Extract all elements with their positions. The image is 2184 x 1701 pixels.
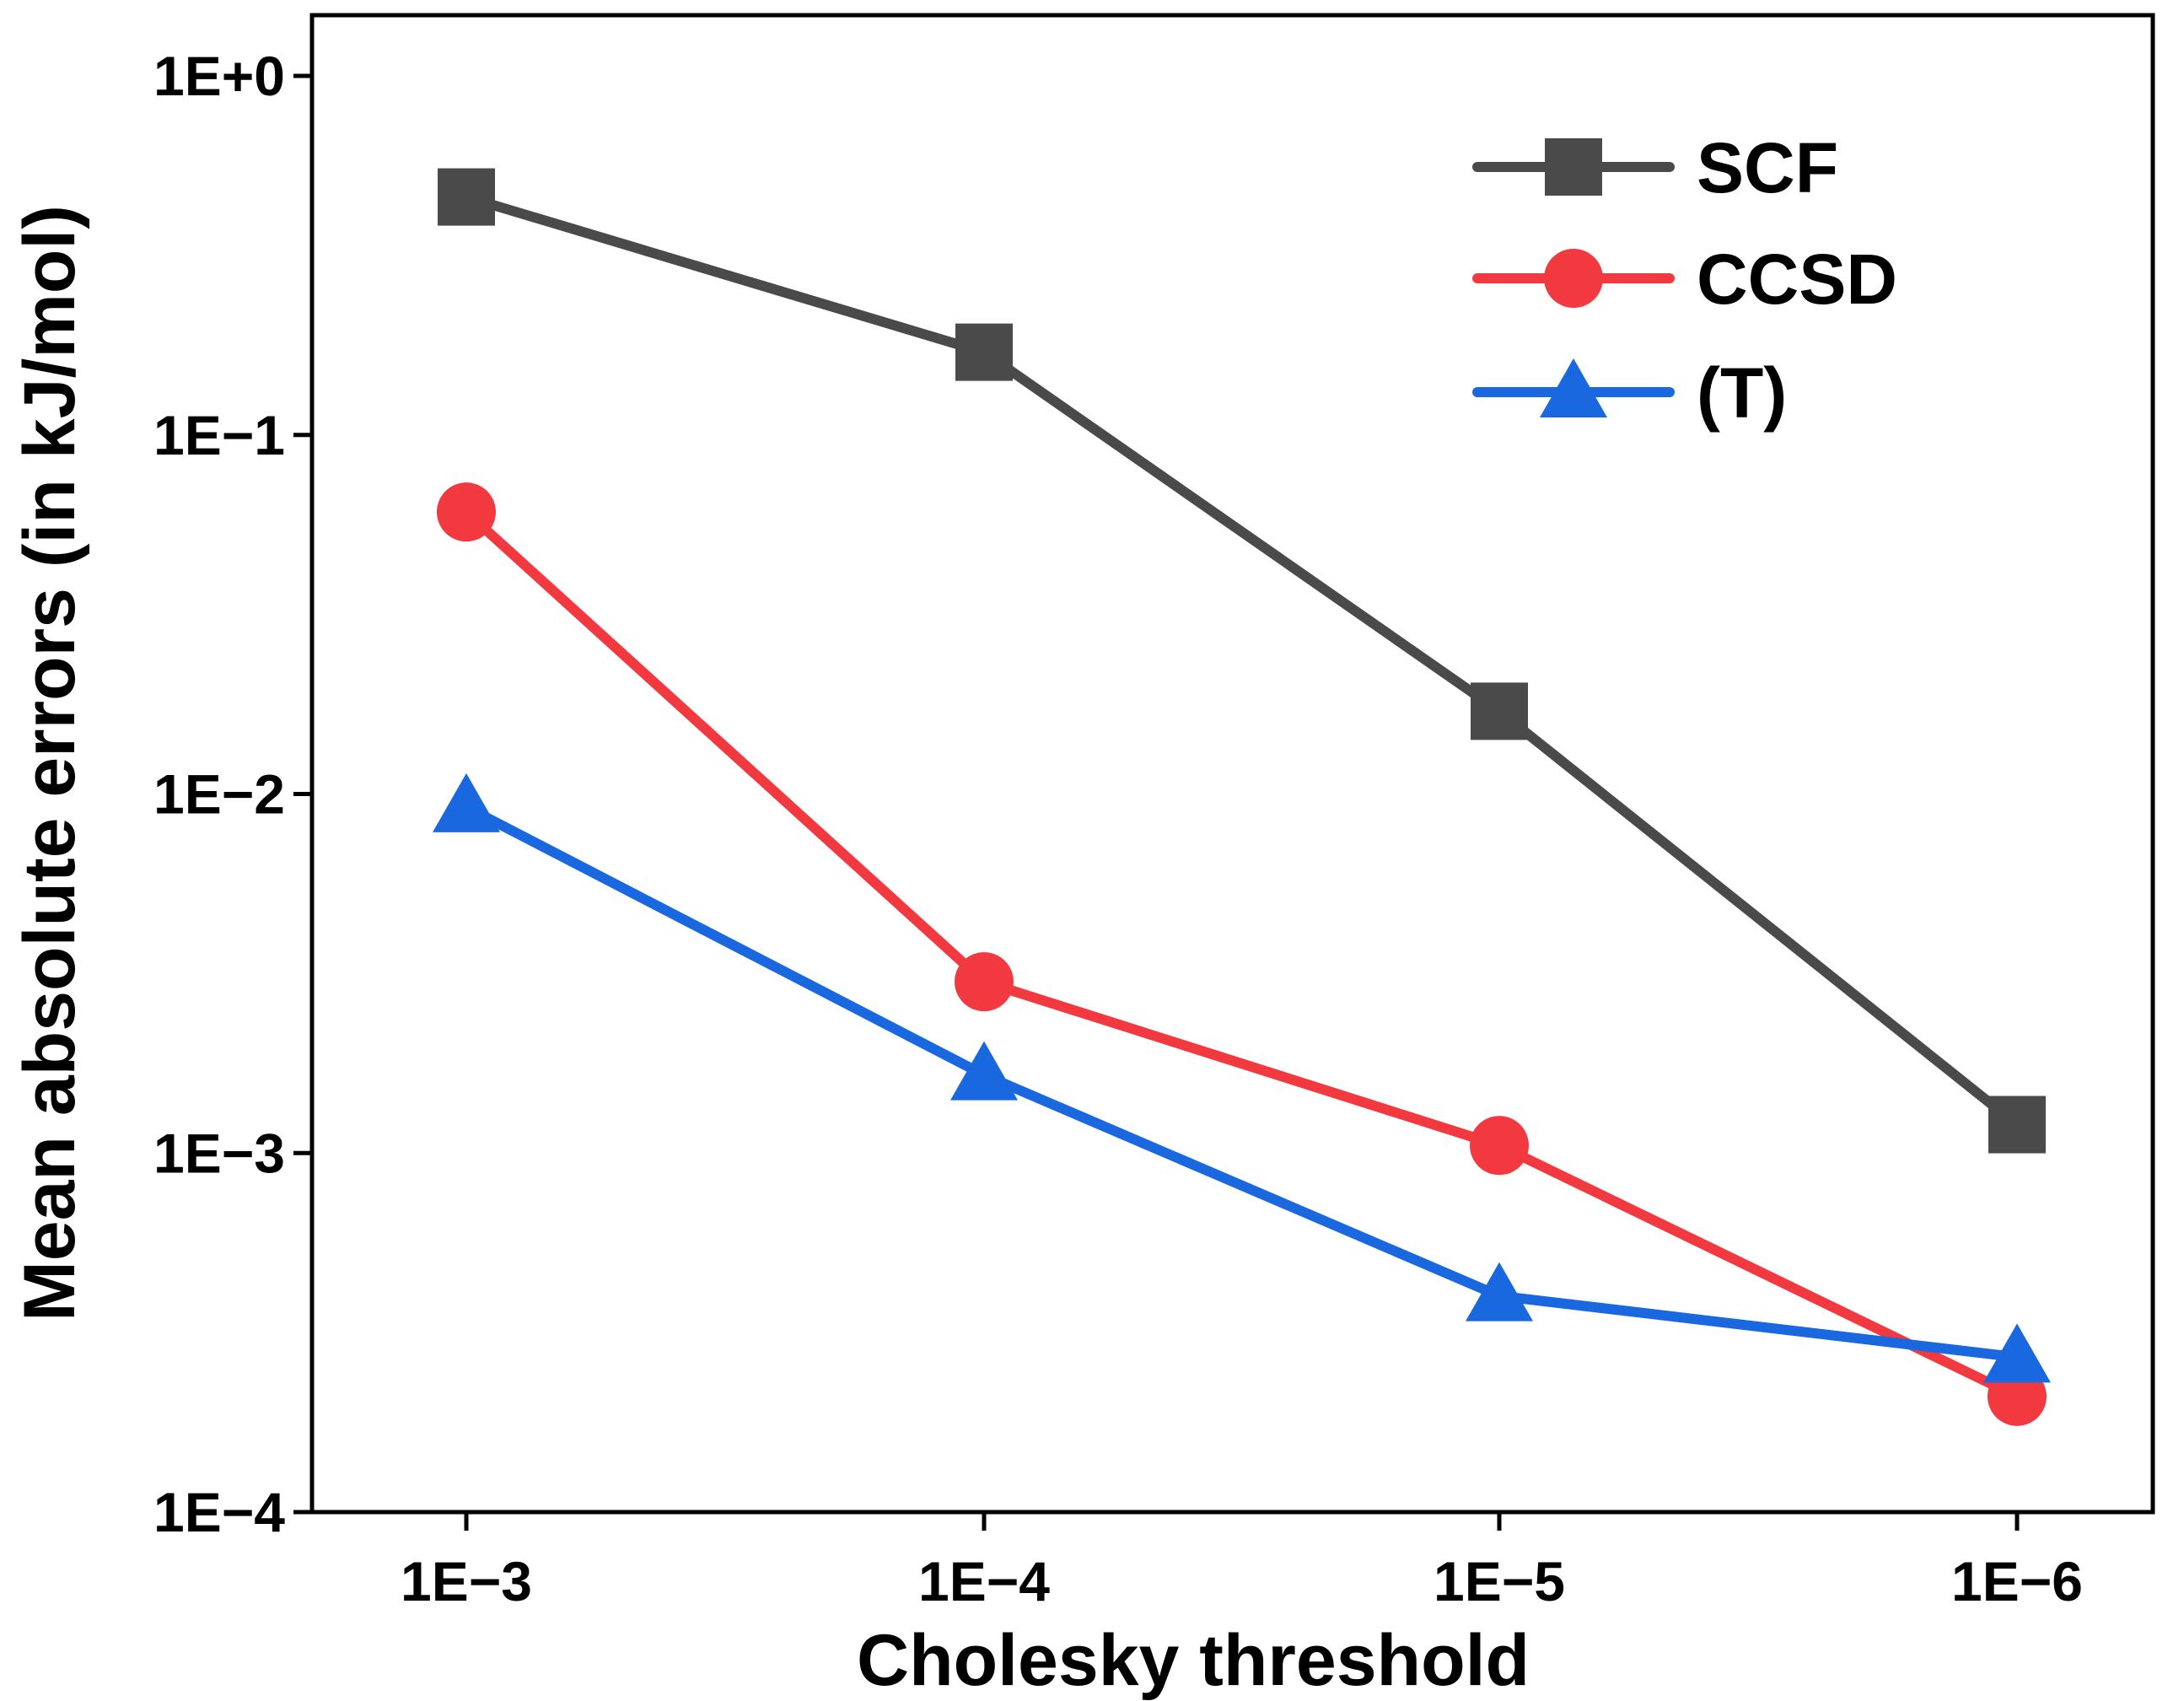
data-point-ccsd	[955, 952, 1014, 1012]
legend-label: SCF	[1697, 128, 1838, 207]
axes-layer: 1E+0 1E−1 1E−2 1E−3 1E−4 1E−3 1E−4 1E−5 1E−6	[153, 13, 2155, 1612]
series-line-scf	[461, 191, 2022, 1130]
series-line-t	[461, 801, 2022, 1363]
x-tick-label: 1E−6	[1951, 1550, 2083, 1612]
data-point-t	[1983, 1323, 2051, 1383]
legend-marker-circle	[1544, 249, 1603, 308]
legend-marker-triangle	[1540, 358, 1607, 417]
data-point-scf	[1471, 682, 1528, 740]
data-point-scf	[1988, 1095, 2046, 1154]
data-point-scf	[955, 323, 1013, 381]
legend-marker-square	[1545, 138, 1602, 196]
data-point-scf	[438, 168, 495, 226]
x-tick-label: 1E−3	[401, 1550, 532, 1612]
data-point-ccsd	[437, 482, 496, 542]
data-point-t	[433, 772, 500, 832]
x-tick-label: 1E−4	[918, 1550, 1050, 1612]
y-tick-label: 1E−2	[153, 763, 285, 826]
series-line-ccsd	[461, 507, 2022, 1402]
legend-item-scf: SCF	[1472, 128, 1838, 207]
series-layer	[433, 168, 2051, 1426]
x-tick-label: 1E−5	[1434, 1550, 1565, 1612]
legend-item-ccsd: CCSD	[1472, 240, 1897, 319]
legend-item-t: (T)	[1472, 353, 1787, 433]
x-axis-title: Cholesky threshold	[857, 1620, 1530, 1701]
legend: SCF CCSD (T)	[1472, 128, 1897, 433]
y-tick-label: 1E+0	[153, 45, 285, 107]
legend-label: (T)	[1697, 353, 1787, 433]
y-tick-label: 1E−1	[153, 404, 285, 466]
y-tick-label: 1E−3	[153, 1122, 285, 1184]
data-point-ccsd	[1470, 1116, 1529, 1176]
plot-frame	[309, 13, 2155, 1515]
series-scf	[438, 168, 2046, 1154]
series-t	[433, 772, 2051, 1383]
y-tick-label: 1E−4	[153, 1481, 285, 1543]
data-point-t	[1466, 1262, 1533, 1322]
legend-label: CCSD	[1697, 240, 1897, 319]
data-point-t	[950, 1041, 1018, 1101]
y-axis-title: Mean absolute errors (in kJ/mol)	[9, 205, 90, 1322]
